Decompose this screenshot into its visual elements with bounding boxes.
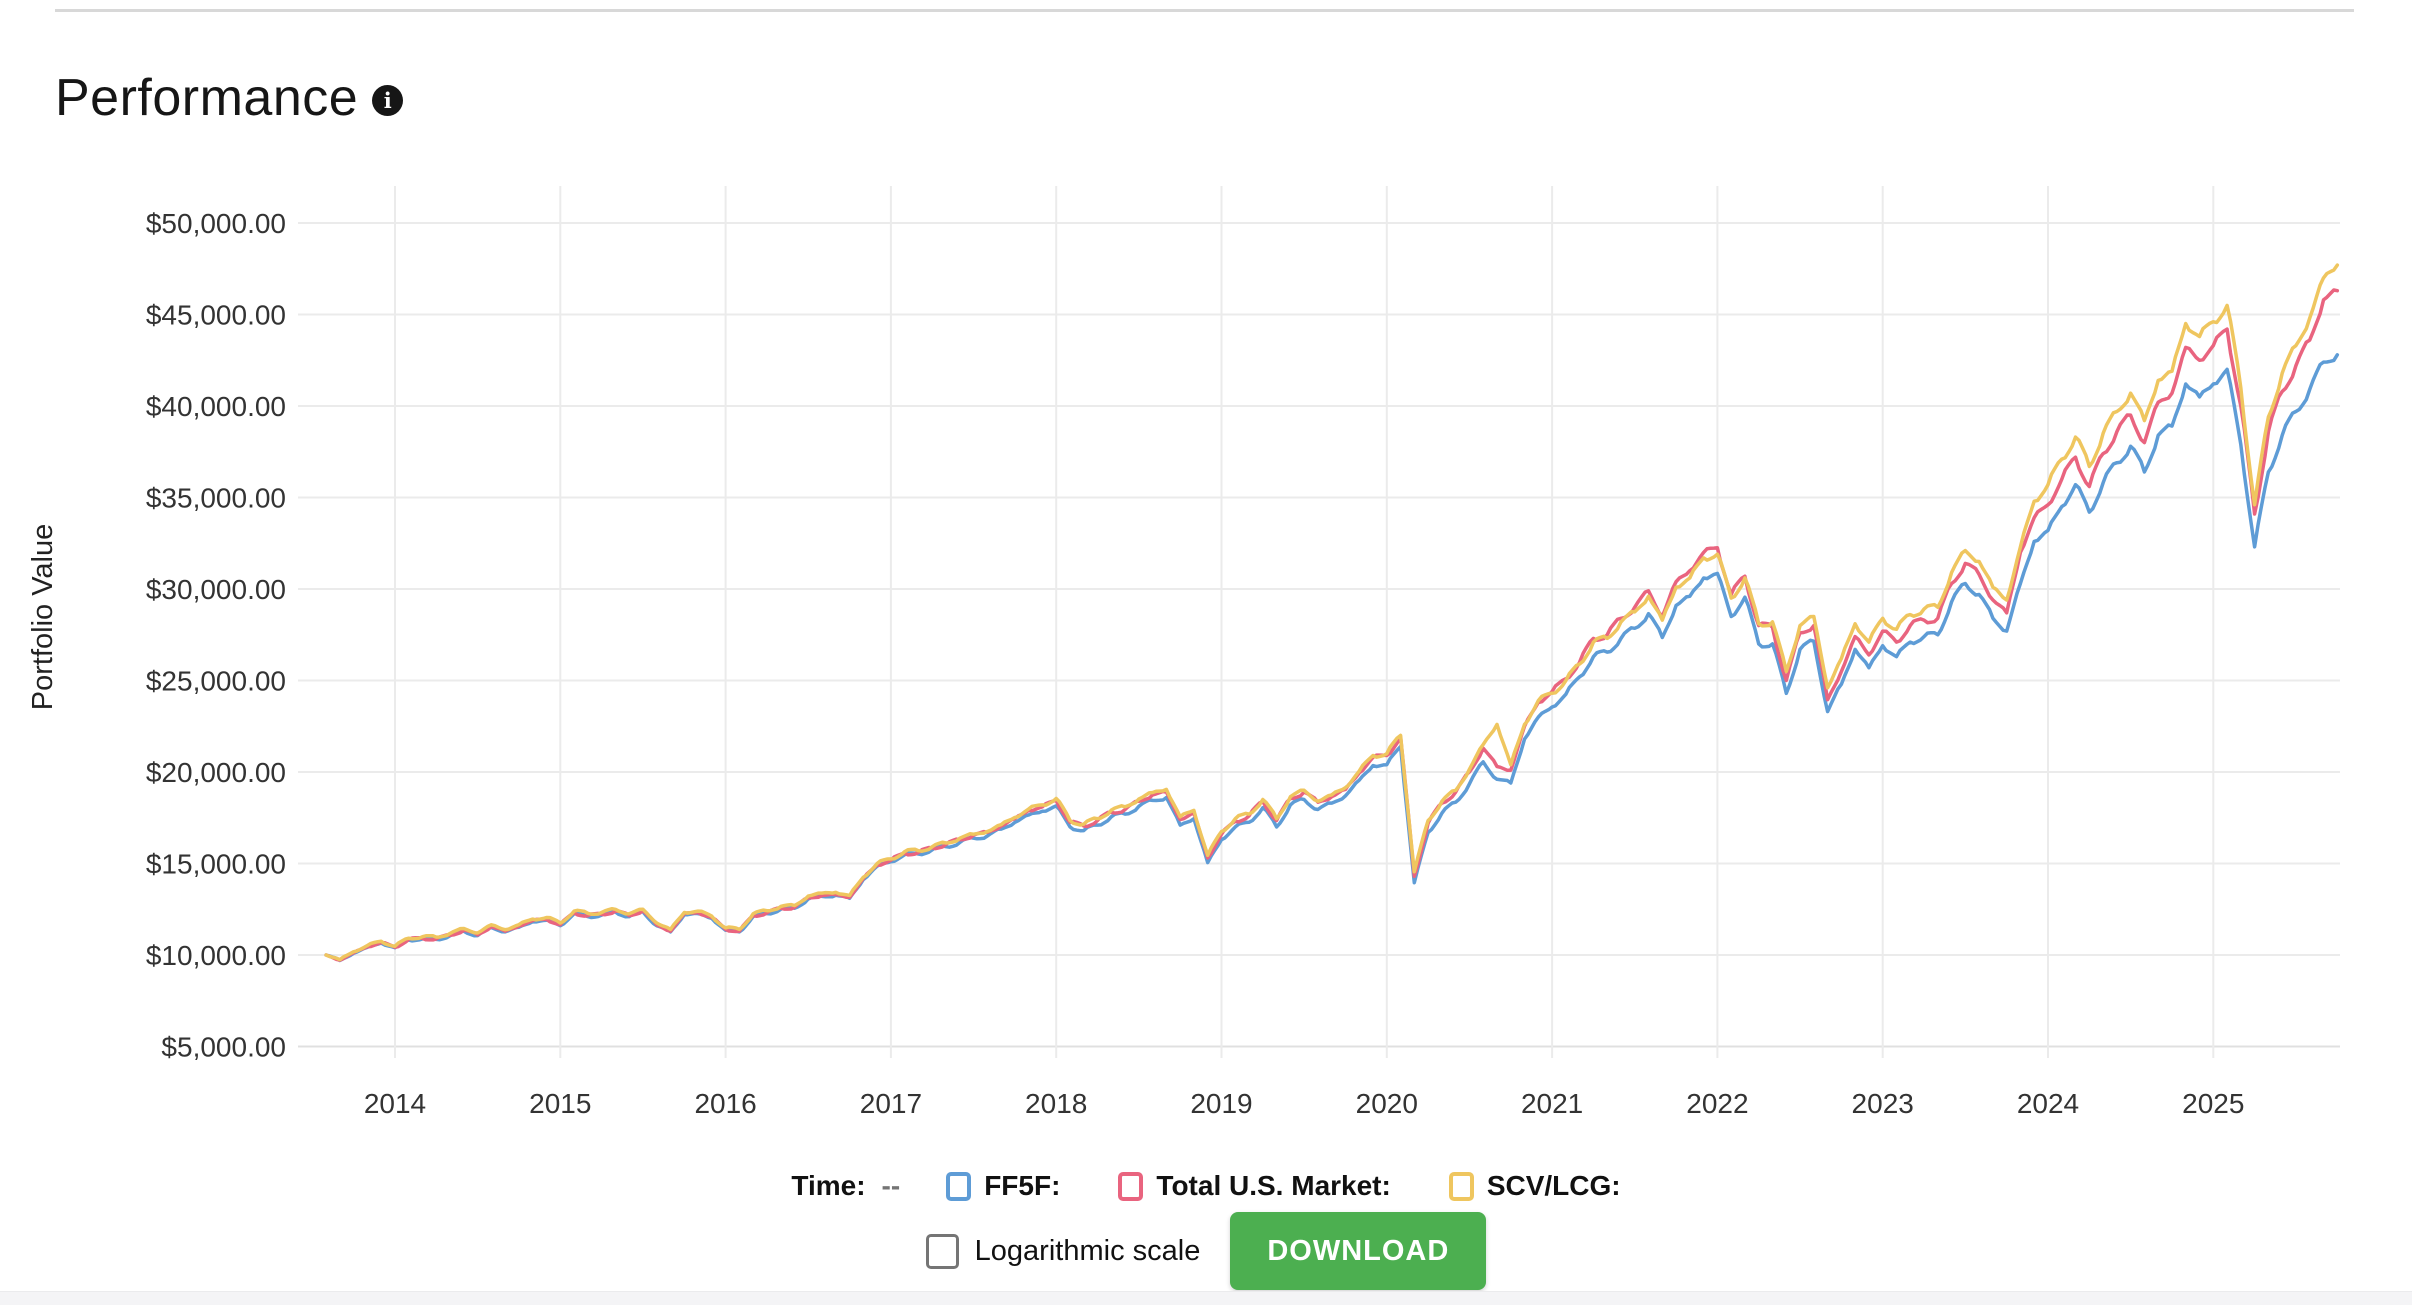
page-header: Performance i xyxy=(55,68,404,128)
legend-swatch-scv-lcg[interactable] xyxy=(1448,1171,1474,1201)
legend-swatch-total-us-market[interactable] xyxy=(1118,1171,1144,1201)
time-value: -- xyxy=(881,1170,901,1201)
log-scale-checkbox[interactable] xyxy=(925,1233,959,1269)
x-tick-label: 2015 xyxy=(529,1088,591,1119)
time-label: Time: xyxy=(791,1170,866,1201)
legend-item-ff5f[interactable]: FF5F: xyxy=(946,1170,1060,1202)
download-button[interactable]: DOWNLOAD xyxy=(1230,1212,1487,1290)
y-tick-label: $45,000.00 xyxy=(146,300,286,331)
y-tick-label: $5,000.00 xyxy=(161,1032,286,1063)
legend-swatch-ff5f[interactable] xyxy=(946,1171,972,1201)
x-tick-label: 2016 xyxy=(694,1088,756,1119)
log-scale-label: Logarithmic scale xyxy=(974,1234,1201,1267)
x-tick-label: 2017 xyxy=(860,1088,922,1119)
log-scale-toggle[interactable]: Logarithmic scale xyxy=(925,1233,1201,1269)
y-tick-label: $15,000.00 xyxy=(146,849,286,880)
series-line-ff5f xyxy=(324,353,2340,963)
y-tick-label: $30,000.00 xyxy=(146,574,286,605)
page-title: Performance xyxy=(55,69,359,127)
series-line-total-u-s-market xyxy=(324,288,2340,962)
info-icon[interactable]: i xyxy=(372,84,404,116)
gridlines xyxy=(298,186,2340,1058)
x-tick-label: 2024 xyxy=(2017,1088,2079,1119)
chart-controls: Logarithmic scale DOWNLOAD xyxy=(0,1210,2412,1292)
legend-label-total-us-market: Total U.S. Market: xyxy=(1156,1170,1391,1201)
y-tick-label: $10,000.00 xyxy=(146,940,286,971)
y-tick-label: $20,000.00 xyxy=(146,757,286,788)
x-tick-label: 2014 xyxy=(364,1088,426,1119)
x-tick-label: 2022 xyxy=(1686,1088,1748,1119)
y-tick-label: $40,000.00 xyxy=(146,391,286,422)
next-section-edge xyxy=(0,1291,2412,1305)
y-tick-label: $25,000.00 xyxy=(146,666,286,697)
x-tick-label: 2018 xyxy=(1025,1088,1087,1119)
x-tick-label: 2021 xyxy=(1521,1088,1583,1119)
y-axis-title: Portfolio Value xyxy=(27,524,59,710)
x-tick-label: 2020 xyxy=(1356,1088,1418,1119)
x-tick-label: 2019 xyxy=(1190,1088,1252,1119)
y-tick-label: $50,000.00 xyxy=(146,208,286,239)
legend-label-ff5f: FF5F: xyxy=(984,1170,1061,1201)
legend-time: Time: -- xyxy=(791,1170,900,1202)
y-tick-label: $35,000.00 xyxy=(146,483,286,514)
x-tick-label: 2023 xyxy=(1852,1088,1914,1119)
series-line-scv-lcg xyxy=(324,263,2340,962)
axis-tick-labels: $5,000.00 $10,000.00 $15,000.00 $20,000.00 $… xyxy=(146,208,2245,1119)
x-tick-label: 2025 xyxy=(2182,1088,2244,1119)
download-button-label: DOWNLOAD xyxy=(1267,1234,1450,1267)
top-divider xyxy=(55,9,2354,12)
chart-legend: Time: -- FF5F: Total U.S. Market: SCV/LC… xyxy=(0,1158,2412,1214)
legend-item-total-us-market[interactable]: Total U.S. Market: xyxy=(1118,1170,1391,1202)
legend-label-scv-lcg: SCV/LCG: xyxy=(1486,1170,1621,1201)
series-lines xyxy=(324,263,2340,963)
legend-item-scv-lcg[interactable]: SCV/LCG: xyxy=(1448,1170,1621,1202)
